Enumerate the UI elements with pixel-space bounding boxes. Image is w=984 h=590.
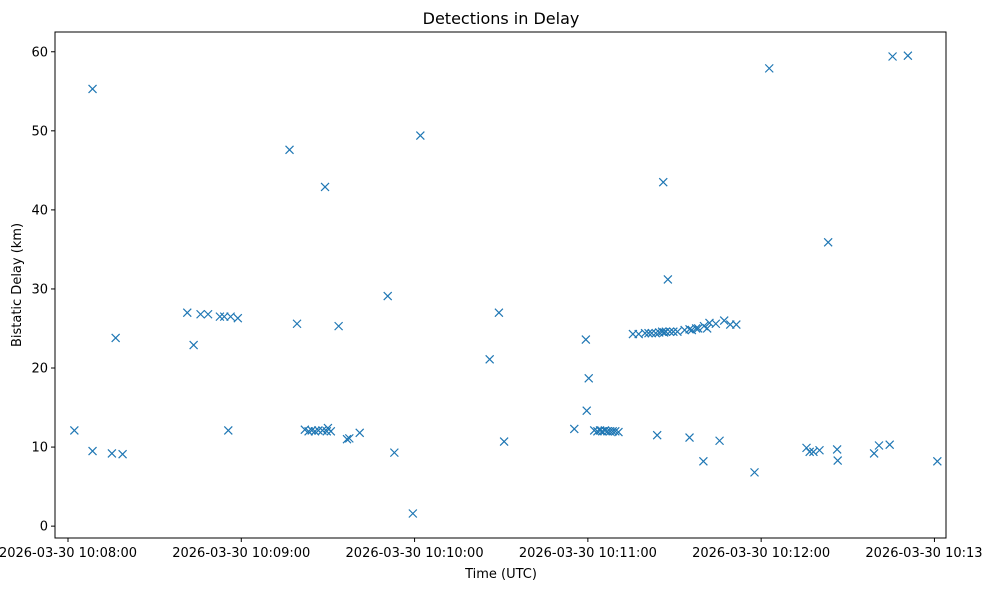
data-point (731, 320, 741, 329)
data-point (182, 308, 192, 318)
data-point (499, 437, 509, 446)
y-tick-label: 40 (31, 203, 48, 218)
data-point (702, 324, 712, 333)
y-tick-label: 10 (31, 441, 48, 456)
data-point (903, 51, 913, 61)
data-points (69, 51, 942, 518)
data-point (672, 327, 682, 337)
y-tick-label: 0 (40, 520, 48, 535)
data-point (582, 406, 592, 416)
data-point (326, 426, 336, 436)
data-point (640, 328, 650, 338)
data-point (614, 427, 623, 437)
data-point (693, 324, 703, 333)
data-point (322, 426, 332, 436)
data-point (88, 84, 97, 94)
data-point (581, 335, 591, 344)
data-point (215, 312, 225, 322)
data-point (203, 309, 213, 319)
data-point (334, 321, 344, 331)
data-point (320, 182, 330, 192)
y-tick-label: 50 (31, 124, 48, 139)
data-point (652, 430, 662, 440)
data-point (869, 448, 879, 458)
data-point (313, 426, 323, 435)
data-point (874, 441, 884, 450)
data-point (494, 308, 504, 318)
y-tick-label: 60 (31, 45, 48, 60)
x-tick-label: 2026-03-30 10:10:00 (346, 546, 484, 561)
data-point (344, 433, 354, 443)
y-axis: 0 10 20 30 40 50 60 (31, 45, 55, 535)
x-tick-label: 2026-03-30 10:13:00 (865, 546, 984, 561)
y-tick-label: 20 (31, 362, 48, 377)
data-point (355, 428, 365, 438)
data-point (219, 312, 229, 322)
x-tick-label: 2026-03-30 10:08:00 (0, 546, 137, 561)
data-point (823, 237, 833, 247)
data-point (685, 433, 694, 443)
x-axis: 2026-03-30 10:08:00 2026-03-30 10:09:00 20… (0, 538, 984, 561)
data-point (310, 426, 320, 436)
data-point (233, 313, 243, 323)
data-point (107, 448, 117, 458)
data-point (111, 333, 121, 343)
data-point (69, 426, 79, 435)
data-point (932, 456, 942, 466)
data-point (668, 327, 678, 337)
data-point (485, 354, 495, 364)
data-point (647, 328, 657, 338)
data-point (118, 449, 128, 459)
data-point (719, 316, 729, 326)
data-point (711, 319, 721, 329)
data-point (196, 309, 205, 319)
data-point (610, 426, 620, 436)
data-point (189, 340, 199, 350)
data-point (657, 327, 667, 337)
data-point (833, 456, 843, 465)
data-point (815, 445, 824, 455)
x-tick-label: 2026-03-30 10:11:00 (519, 546, 657, 561)
data-point (832, 445, 842, 454)
data-point (292, 319, 302, 329)
data-point (88, 446, 97, 456)
data-point (304, 426, 314, 436)
data-point (644, 328, 653, 338)
data-point (408, 509, 418, 518)
chart-title: Detections in Delay (423, 9, 580, 28)
data-point (415, 131, 425, 140)
data-point (342, 434, 352, 444)
x-tick-label: 2026-03-30 10:09:00 (172, 546, 310, 561)
data-point (389, 448, 399, 458)
x-tick-label: 2026-03-30 10:12:00 (692, 546, 830, 561)
data-point (665, 327, 675, 337)
data-point (805, 447, 815, 457)
data-point (750, 467, 759, 477)
data-point (809, 447, 818, 457)
data-point (307, 426, 317, 435)
data-point (715, 436, 724, 446)
data-point (383, 291, 393, 301)
data-point (764, 63, 774, 73)
data-point (885, 440, 895, 450)
data-point (584, 373, 594, 383)
data-point (569, 424, 579, 434)
data-point (691, 324, 701, 333)
y-axis-label: Bistatic Delay (km) (10, 223, 25, 347)
plot-frame (54, 31, 947, 539)
data-point (223, 426, 233, 435)
data-point (661, 327, 671, 337)
y-tick-label: 30 (31, 282, 48, 297)
data-point (226, 312, 236, 322)
data-point (663, 275, 673, 284)
x-axis-label: Time (UTC) (464, 567, 537, 582)
data-point (658, 177, 668, 187)
data-point (698, 456, 708, 466)
data-point (285, 145, 294, 155)
data-point (888, 52, 897, 61)
